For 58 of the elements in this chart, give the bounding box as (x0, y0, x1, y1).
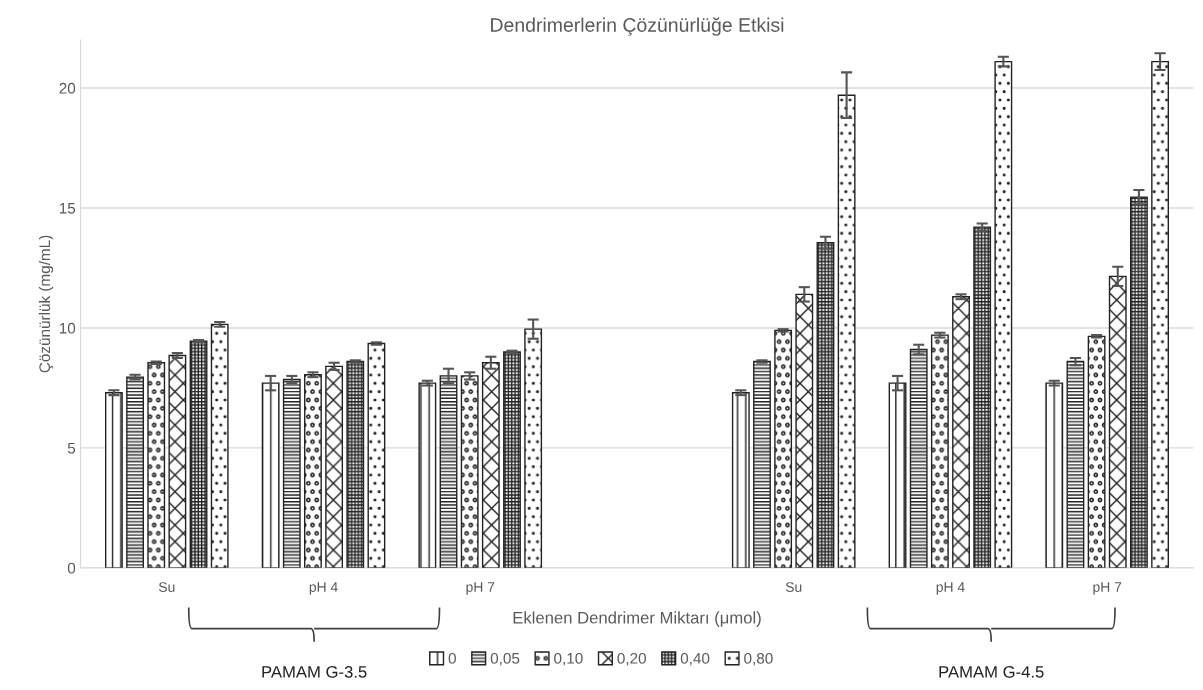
bar (346, 360, 365, 568)
bar (147, 362, 166, 568)
bar (168, 354, 187, 568)
legend-label: 0,05 (490, 652, 520, 666)
y-tick-label: 20 (59, 82, 76, 94)
bar (952, 296, 970, 568)
bar (282, 378, 301, 568)
bar (418, 382, 437, 568)
bar (753, 360, 771, 568)
bar (503, 351, 521, 568)
legend-label: 0,80 (744, 652, 773, 666)
bar (1045, 382, 1064, 568)
bar (774, 329, 793, 568)
legend-label: 0,20 (617, 652, 646, 666)
bar (481, 362, 500, 568)
bar (210, 323, 229, 568)
y-axis-title: Çözünürlük (mg/mL) (38, 235, 54, 373)
x-tick-label: pH 4 (309, 582, 338, 595)
bar (837, 94, 856, 568)
x-tick-label: pH 4 (936, 582, 965, 595)
bar (304, 374, 322, 568)
bar (1151, 60, 1169, 568)
legend-label: 0,40 (680, 652, 710, 666)
legend-label: 0 (448, 652, 456, 664)
bar (1066, 360, 1085, 568)
bar (1087, 335, 1106, 568)
bar (261, 382, 280, 568)
bar (909, 348, 928, 568)
bar (1108, 275, 1127, 568)
bar (104, 392, 123, 568)
bar (524, 328, 543, 568)
x-tick-label: Su (785, 582, 802, 592)
bar (325, 365, 344, 568)
x-axis-title: Eklenen Dendrimer Miktarı (μmol) (513, 611, 761, 627)
chart-title: Dendrimerlerin Çözünürlüğe Etkisi (491, 17, 784, 36)
bar (126, 376, 144, 568)
bar (973, 226, 992, 568)
bar (816, 242, 835, 568)
bar (367, 342, 386, 568)
x-tick-label: Su (158, 582, 175, 592)
y-tick-label: 15 (59, 203, 76, 214)
bar (460, 375, 479, 568)
bar (994, 60, 1013, 568)
bar (795, 293, 814, 568)
bar (189, 340, 208, 568)
legend-label: 0,10 (554, 652, 583, 666)
bar (930, 334, 949, 568)
bar (888, 382, 907, 568)
bar (731, 392, 750, 568)
y-tick-label: 10 (59, 322, 76, 334)
y-tick-label: 5 (67, 442, 76, 454)
text: PAMAM G-3.5 (262, 665, 367, 678)
x-tick-label: pH 7 (1093, 582, 1122, 595)
y-tick-label: 0 (67, 562, 76, 574)
bar (1129, 196, 1148, 568)
text: PAMAM G-4.5 (939, 665, 1044, 678)
bar (439, 375, 458, 568)
x-tick-label: pH 7 (466, 582, 495, 595)
